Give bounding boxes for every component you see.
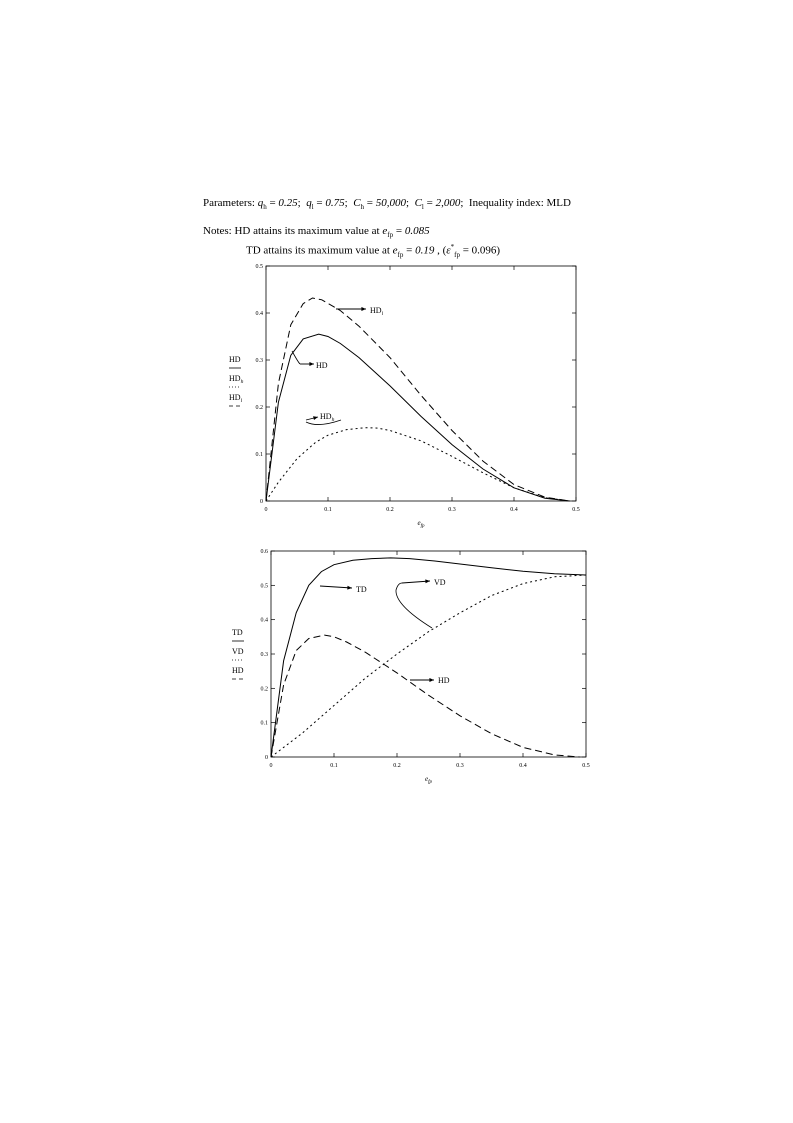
chart1-y-tick-label: 0	[260, 499, 263, 505]
chart2-y-tick-label: 0	[265, 755, 268, 761]
chart1-annotation-arrowhead	[309, 362, 314, 366]
c-h-value: 50,000	[375, 197, 407, 209]
chart2-y-tick-label: 0.3	[261, 652, 269, 658]
chart1-x-tick-label: 0	[265, 507, 268, 513]
chart1-x-tick-label: 0.3	[448, 507, 456, 513]
note2-value: 0.19	[415, 244, 435, 257]
chart2-annotation-td: TD	[356, 585, 367, 594]
chart2-annotation-arrowhead	[429, 678, 434, 682]
chart1-annotation-hd-l: HDl	[370, 306, 384, 317]
chart2-x-tick-label: 0.2	[393, 763, 401, 769]
chart1-series-hd	[265, 333, 570, 502]
parameters-label: Parameters:	[203, 197, 255, 209]
note2-extra-value: 0.096	[471, 244, 497, 257]
chart1-frame	[265, 265, 577, 502]
chart1-x-tick-label: 0.4	[510, 507, 518, 513]
chart1-y-tick-label: 0.2	[256, 405, 264, 411]
chart2-y-tick-label: 0.4	[261, 618, 269, 624]
q-l-value: 0.75	[325, 197, 345, 209]
chart2-y-tick-label: 0.1	[261, 721, 269, 727]
chart1-ylabel-hd: HD	[229, 355, 241, 364]
chart1-annotation-hd-h: HDh	[320, 412, 335, 423]
notes-block: Notes: HD attains its maximum value at e…	[203, 225, 500, 261]
chart1-ylabel-hd-l: HDl	[229, 393, 243, 404]
chart2-annotation-vd: VD	[434, 578, 446, 587]
chart1-series-hd-h	[265, 427, 570, 502]
chart2-annotation-hd: HD	[438, 676, 450, 685]
chart2-ylabel-vd: VD	[232, 647, 244, 656]
chart2-x-axis-label: efp	[425, 775, 432, 785]
chart1-annotation-arrowhead	[361, 307, 366, 311]
chart2-x-tick-label: 0	[270, 763, 273, 769]
notes-label: Notes:	[203, 225, 232, 237]
chart2-y-tick-label: 0.5	[261, 583, 269, 589]
chart1-annotation-arrowhead	[313, 416, 318, 421]
chart2-x-tick-label: 0.1	[330, 763, 338, 769]
chart2-ylabel-td: TD	[232, 628, 243, 637]
chart1-y-tick-label: 0.3	[256, 358, 264, 364]
chart2-y-tick-label: 0.2	[261, 686, 269, 692]
chart1-ylabel-hd-h: HDh	[229, 374, 244, 385]
c-l-value: 2,000	[435, 197, 461, 209]
chart2-series-td	[270, 557, 587, 758]
chart2-annotation-arrow-line	[319, 585, 353, 589]
chart1-y-tick-label: 0.4	[256, 311, 264, 317]
chart2-annotation-arrowhead	[347, 585, 352, 590]
chart1-annotation-curve	[291, 350, 301, 365]
chart2-ylabel-hd: HD	[232, 666, 244, 675]
chart2-x-tick-label: 0.4	[519, 763, 527, 769]
note1-value: 0.085	[404, 225, 430, 237]
chart2-frame	[270, 550, 587, 758]
chart1-annotation-hd: HD	[316, 361, 328, 370]
note-line-2: TD attains its maximum value at efp = 0.…	[246, 243, 501, 260]
chart2-series-hd	[270, 634, 580, 758]
chart2-annotation-arrowhead	[425, 579, 430, 584]
note-line-1: Notes: HD attains its maximum value at e…	[203, 225, 430, 240]
chart2-annotation-arrow-line	[401, 580, 431, 584]
chart2-series-vd	[270, 574, 587, 758]
q-h-value: 0.25	[278, 197, 298, 209]
chart1-y-tick-label: 0.1	[256, 452, 264, 458]
chart1-x-tick-label: 0.5	[572, 507, 580, 513]
chart1-x-tick-label: 0.1	[324, 507, 332, 513]
chart1-series-hd-l	[265, 297, 570, 502]
chart1-x-tick-label: 0.2	[386, 507, 394, 513]
inequality-index-label: Inequality index: MLD	[468, 197, 571, 209]
chart1-x-axis-label: efp	[418, 519, 425, 529]
chart1-y-tick-label: 0.5	[256, 264, 264, 270]
chart2-annotation-curve	[395, 582, 433, 629]
note1-text: HD attains its maximum value at	[234, 225, 380, 237]
chart1-annotation-curve	[305, 419, 342, 425]
chart2-x-tick-label: 0.3	[456, 763, 464, 769]
note2-text: TD attains its maximum value at	[246, 244, 390, 257]
chart2-x-tick-label: 0.5	[582, 763, 590, 769]
chart2-y-tick-label: 0.6	[261, 549, 269, 555]
parameters-line: Parameters: qh = 0.25; ql = 0.75; Ch = 5…	[203, 197, 571, 212]
